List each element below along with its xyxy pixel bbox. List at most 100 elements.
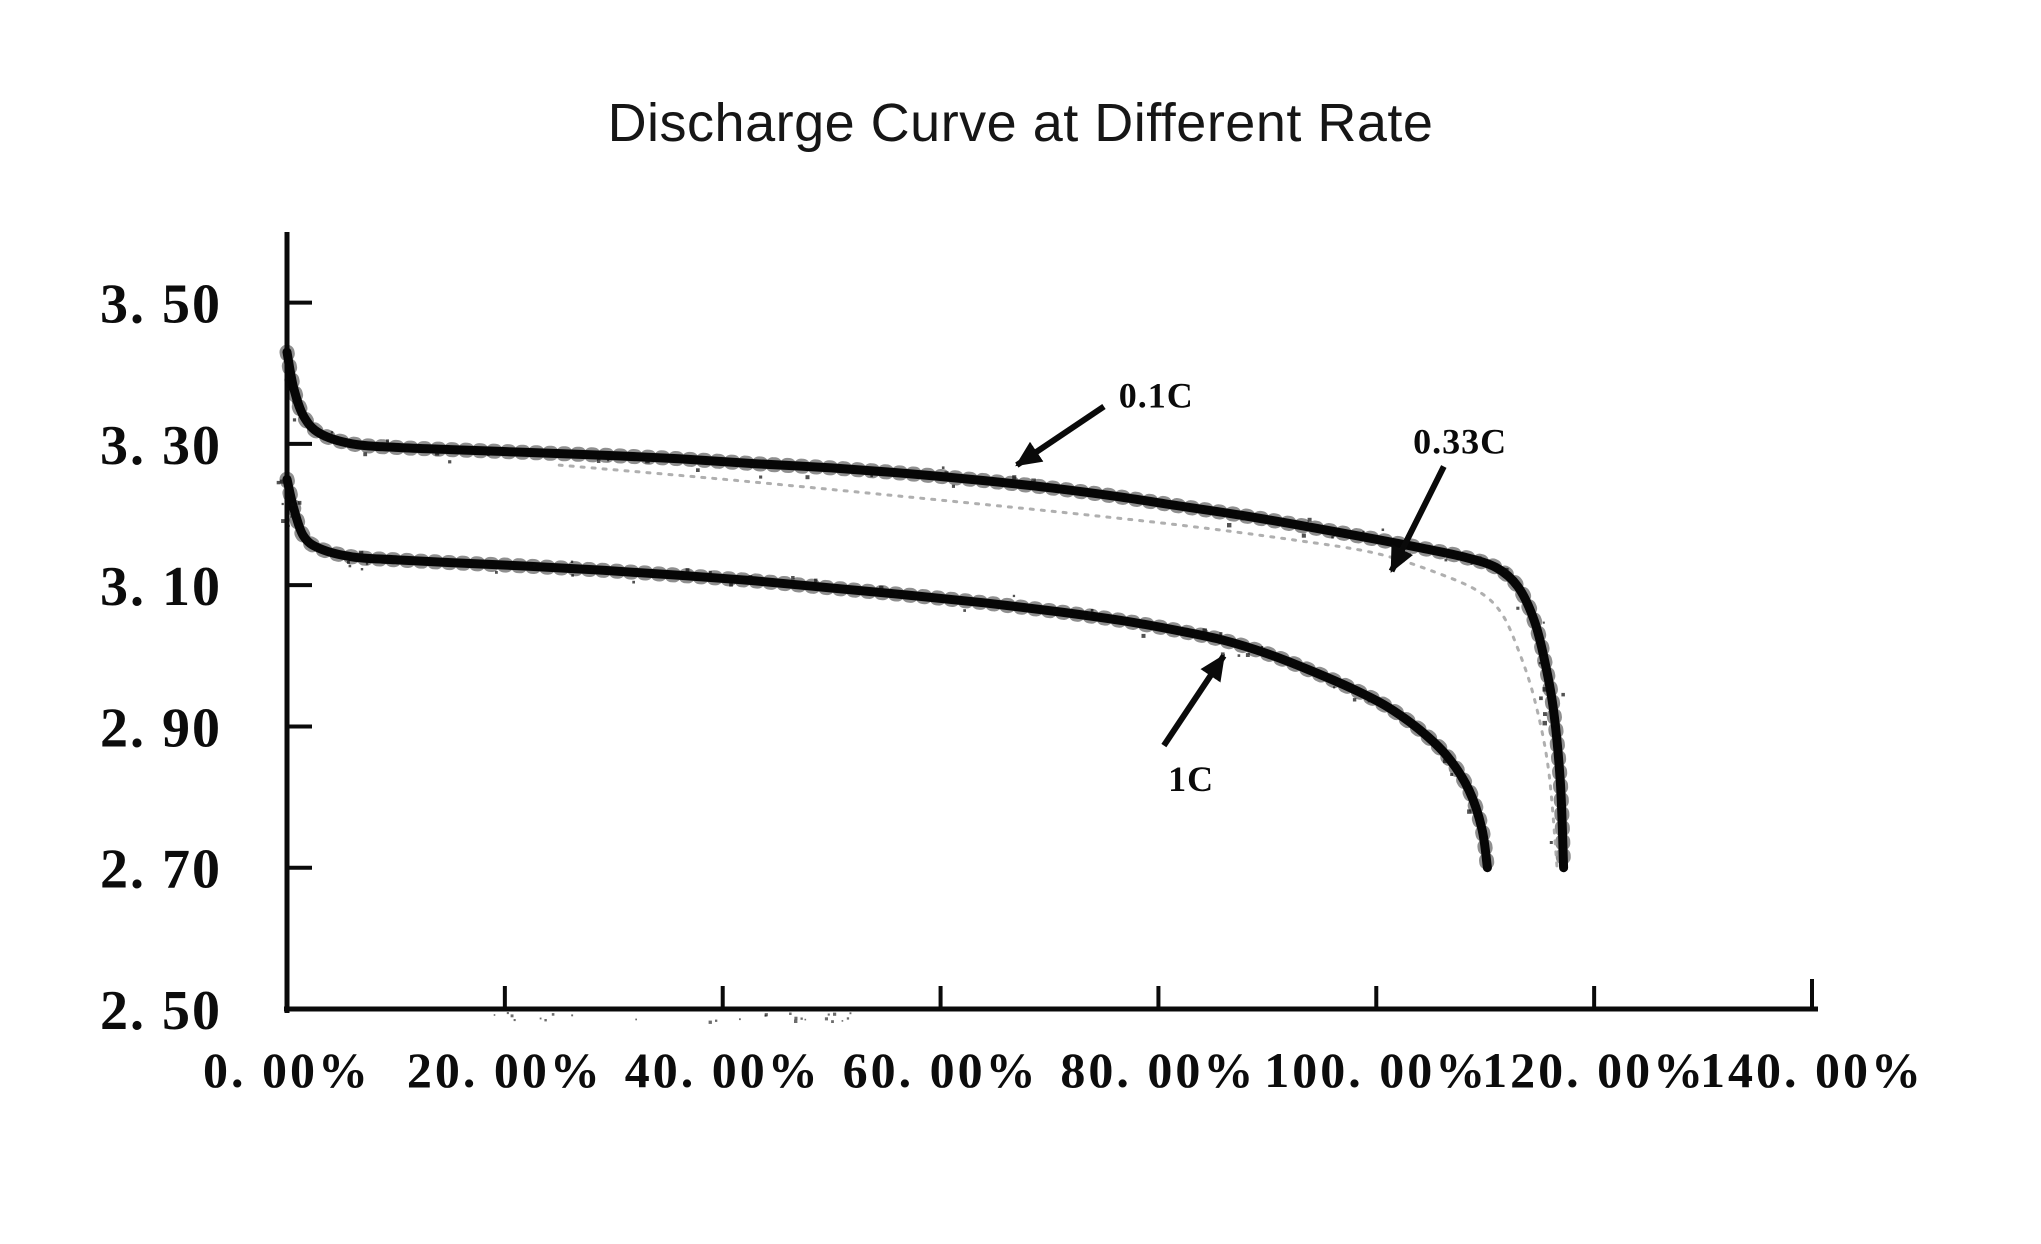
scan-speck <box>579 568 582 571</box>
scan-speck <box>369 555 373 559</box>
scan-speck <box>1352 698 1357 702</box>
scan-speck <box>708 1020 712 1024</box>
chart-title: Discharge Curve at Different Rate <box>607 93 1434 153</box>
scan-speck <box>1220 652 1225 657</box>
scan-speck <box>1539 696 1543 701</box>
curve-0-1c <box>282 347 1569 873</box>
scan-speck <box>1542 621 1545 624</box>
scan-speck <box>1237 654 1241 657</box>
scan-speck <box>849 1012 852 1015</box>
scan-speck <box>1333 686 1336 689</box>
scan-speck <box>1201 506 1205 510</box>
scan-speck <box>1549 841 1553 844</box>
scan-speck <box>685 568 690 572</box>
scan-speck <box>963 609 966 612</box>
scan-speck <box>544 1019 547 1022</box>
scan-speck <box>493 1014 496 1016</box>
scan-speck <box>804 1018 807 1021</box>
scan-speck <box>1444 558 1448 562</box>
scan-speck <box>1542 687 1547 692</box>
scan-speck <box>1240 517 1245 521</box>
scan-speck <box>708 570 712 574</box>
scan-speck <box>355 441 358 444</box>
curve-fuzz-0-1c <box>279 344 1572 876</box>
scan-speck <box>1219 632 1223 636</box>
scan-speck <box>805 475 810 480</box>
scan-speck <box>748 575 753 579</box>
scan-speck <box>1392 709 1396 713</box>
x-tick-label: 60. 00% <box>843 1042 1039 1098</box>
scan-speck <box>1561 692 1565 697</box>
scan-speck <box>824 1017 828 1021</box>
curve-0-33c <box>557 463 1559 870</box>
scan-speck <box>759 475 763 479</box>
scan-speck <box>292 418 297 422</box>
scan-speck <box>1331 536 1334 539</box>
scan-speck <box>1381 528 1385 531</box>
scan-speck <box>295 405 299 409</box>
scan-speck <box>894 591 898 595</box>
scan-speck <box>1260 646 1264 649</box>
scan-speck <box>833 1012 837 1016</box>
scan-speck <box>1470 562 1473 565</box>
scan-speck <box>571 1014 574 1017</box>
axes-layer: 3. 50 3. 30 3. 10 2. 90 2. 70 2. 500. 00% 20. … <box>100 232 1921 1098</box>
x-tick-label: 120. 00% <box>1482 1042 1706 1098</box>
y-tick-label: 3. 30 <box>100 415 222 477</box>
scan-speck <box>290 514 294 518</box>
scan-noise-layer <box>276 400 1565 1024</box>
scan-speck <box>1362 530 1365 533</box>
scan-speck <box>841 1020 844 1022</box>
scan-speck <box>363 452 368 457</box>
scan-speck <box>495 571 498 574</box>
scan-speck <box>1141 633 1146 638</box>
annotation-label-0-1c: 0.1C <box>1119 375 1194 415</box>
scan-speck <box>297 500 302 505</box>
scan-speck <box>1443 759 1447 764</box>
scan-speck <box>310 542 313 545</box>
scan-speck <box>1467 809 1472 814</box>
scan-speck <box>360 568 364 571</box>
annotation-label-0-33c: 0.33C <box>1413 421 1507 461</box>
scan-speck <box>1408 553 1411 556</box>
scan-speck <box>323 437 327 441</box>
scan-speck <box>1516 606 1520 610</box>
scan-speck <box>1331 531 1336 536</box>
scan-speck <box>607 459 610 462</box>
y-tick-label: 3. 10 <box>100 556 222 618</box>
scan-speck <box>729 582 733 587</box>
scan-speck <box>715 1019 718 1022</box>
scan-speck <box>348 564 352 568</box>
scan-speck <box>1450 773 1454 776</box>
x-tick-label: 80. 00% <box>1060 1042 1256 1098</box>
scan-speck <box>506 1012 509 1015</box>
scan-speck <box>789 1012 792 1015</box>
scan-speck <box>1504 567 1509 573</box>
scan-speck <box>1561 804 1564 808</box>
scan-speck <box>800 1017 803 1020</box>
scan-speck <box>1227 523 1232 528</box>
scan-speck <box>291 502 295 506</box>
scan-speck <box>596 459 601 463</box>
annotations-layer: 0.1C 0.33C 1C <box>1015 375 1507 799</box>
curves-layer <box>279 344 1572 876</box>
scan-speck <box>510 1014 514 1018</box>
scan-speck <box>827 1013 830 1016</box>
scan-speck <box>448 460 452 464</box>
scan-speck <box>570 560 574 563</box>
scan-speck <box>1069 614 1072 617</box>
scan-speck <box>281 502 284 506</box>
scan-speck <box>1291 659 1295 663</box>
scan-speck <box>944 471 949 476</box>
scan-speck <box>1052 608 1057 613</box>
scan-speck <box>1236 511 1241 516</box>
x-tick-label: 20. 00% <box>407 1042 603 1098</box>
curve-fuzz-1c <box>279 471 1495 876</box>
x-tick-label: 100. 00% <box>1264 1042 1488 1098</box>
scan-speck <box>276 480 281 485</box>
scan-speck <box>656 575 659 578</box>
scan-speck <box>486 453 490 457</box>
scan-speck <box>951 484 955 488</box>
